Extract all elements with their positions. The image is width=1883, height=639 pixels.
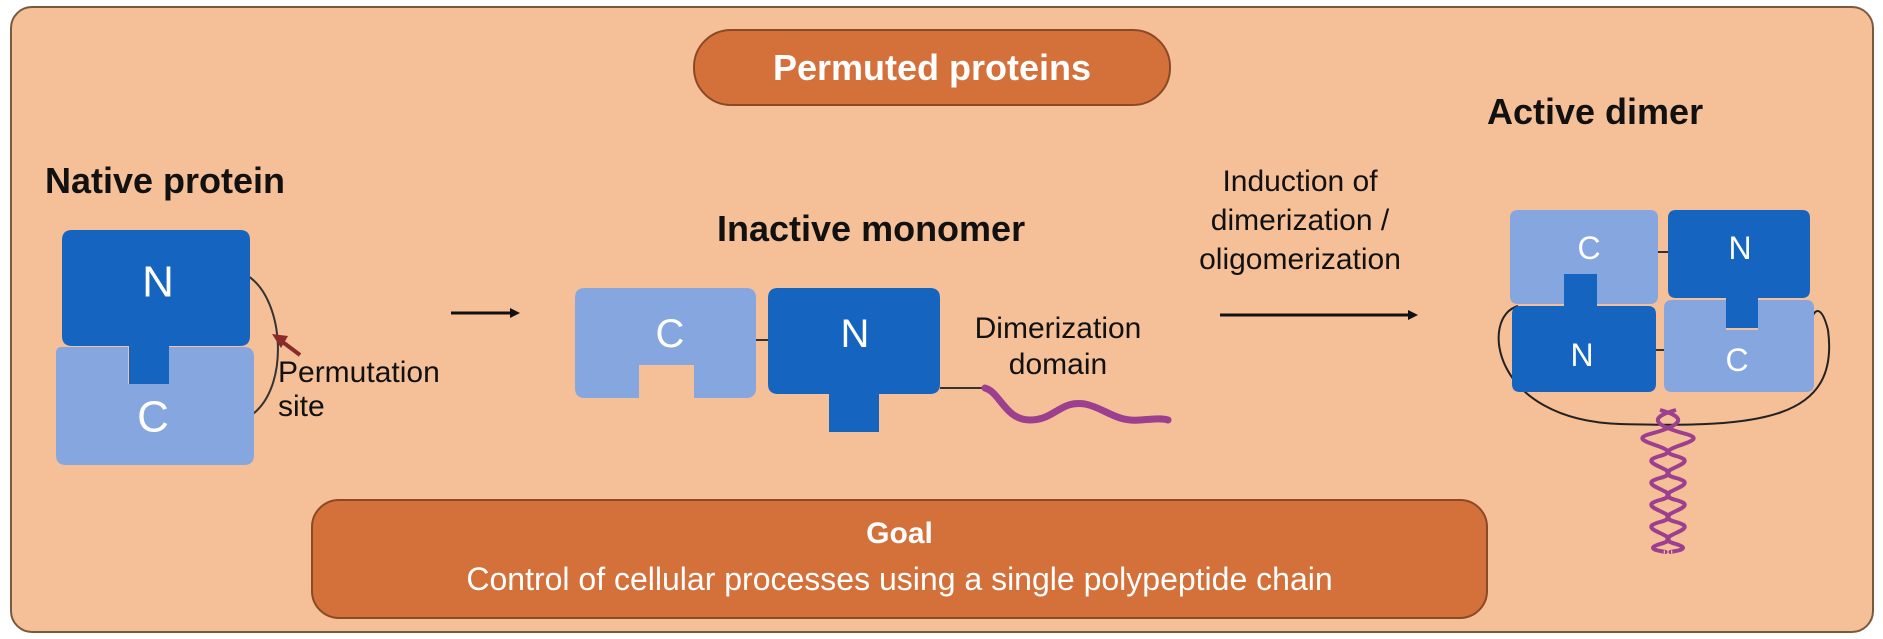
permutation-site-label: Permutation site bbox=[278, 356, 440, 424]
induction-line-3: oligomerization bbox=[1199, 243, 1401, 276]
native-c-domain bbox=[56, 347, 254, 465]
dimer-c-top-letter: C bbox=[1577, 230, 1600, 266]
coiled-coil bbox=[1640, 408, 1696, 554]
monomer-n-domain bbox=[768, 288, 940, 432]
native-c-letter: C bbox=[137, 393, 169, 442]
permutation-site-line-2: site bbox=[278, 390, 325, 423]
monomer-c-domain bbox=[575, 288, 756, 398]
native-n-domain bbox=[62, 230, 250, 384]
inactive-monomer-heading: Inactive monomer bbox=[717, 208, 1026, 249]
active-dimer-heading: Active dimer bbox=[1487, 91, 1704, 132]
title-pill: Permuted proteins bbox=[693, 29, 1171, 106]
induction-label: Induction of dimerization / oligomerizat… bbox=[1170, 162, 1430, 279]
dimer-c-bottom bbox=[1664, 300, 1814, 392]
native-protein-heading: Native protein bbox=[45, 160, 286, 201]
inactive-monomer: C N bbox=[575, 288, 1172, 432]
dimerization-domain-label: Dimerization domain bbox=[958, 311, 1158, 383]
dimer-n-bottom bbox=[1512, 274, 1656, 392]
dimer-c-top bbox=[1510, 210, 1658, 304]
induction-line-1: Induction of bbox=[1222, 165, 1378, 198]
permutation-site-line-1: Permutation bbox=[278, 356, 440, 389]
dimer-outer-loop bbox=[1497, 305, 1831, 426]
dimerization-domain bbox=[981, 384, 1172, 424]
goal-title: Goal bbox=[866, 517, 933, 550]
dimerization-domain-line-2: domain bbox=[1008, 348, 1108, 381]
native-linker bbox=[247, 275, 279, 417]
dimerization-domain-line-1: Dimerization bbox=[974, 312, 1142, 345]
active-dimer: C N N C bbox=[1497, 210, 1831, 554]
goal-pill: Goal Control of cellular processes using… bbox=[311, 499, 1488, 619]
goal-text: Control of cellular processes using a si… bbox=[466, 561, 1333, 597]
induction-line-2: dimerization / bbox=[1210, 204, 1390, 237]
dimer-c-bottom-letter: C bbox=[1725, 342, 1748, 378]
native-protein: N C bbox=[56, 230, 302, 465]
monomer-c-letter: C bbox=[656, 312, 685, 356]
dimer-n-bottom-letter: N bbox=[1570, 337, 1593, 373]
dimer-n-top-letter: N bbox=[1728, 230, 1751, 266]
monomer-n-letter: N bbox=[841, 312, 870, 356]
native-n-letter: N bbox=[142, 258, 174, 307]
dimer-n-top bbox=[1668, 210, 1810, 328]
